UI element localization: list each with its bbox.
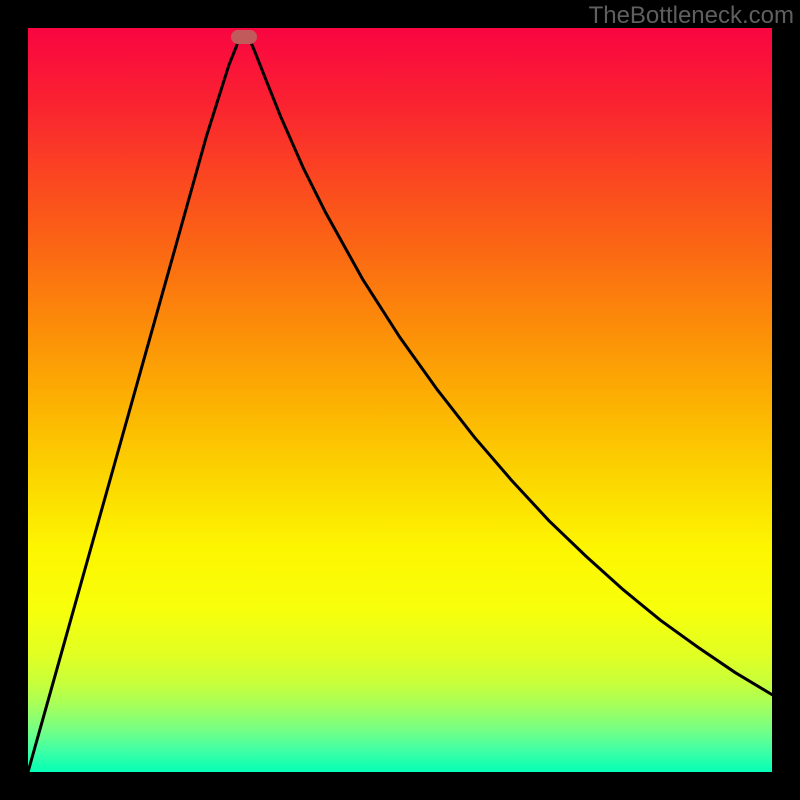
- chart-container: TheBottleneck.com: [0, 0, 800, 800]
- curve-overlay: [28, 28, 772, 772]
- watermark-text: TheBottleneck.com: [589, 2, 794, 30]
- left-curve: [28, 41, 238, 772]
- plot-area: [28, 28, 772, 772]
- trough-marker: [231, 30, 257, 44]
- right-curve: [250, 41, 772, 694]
